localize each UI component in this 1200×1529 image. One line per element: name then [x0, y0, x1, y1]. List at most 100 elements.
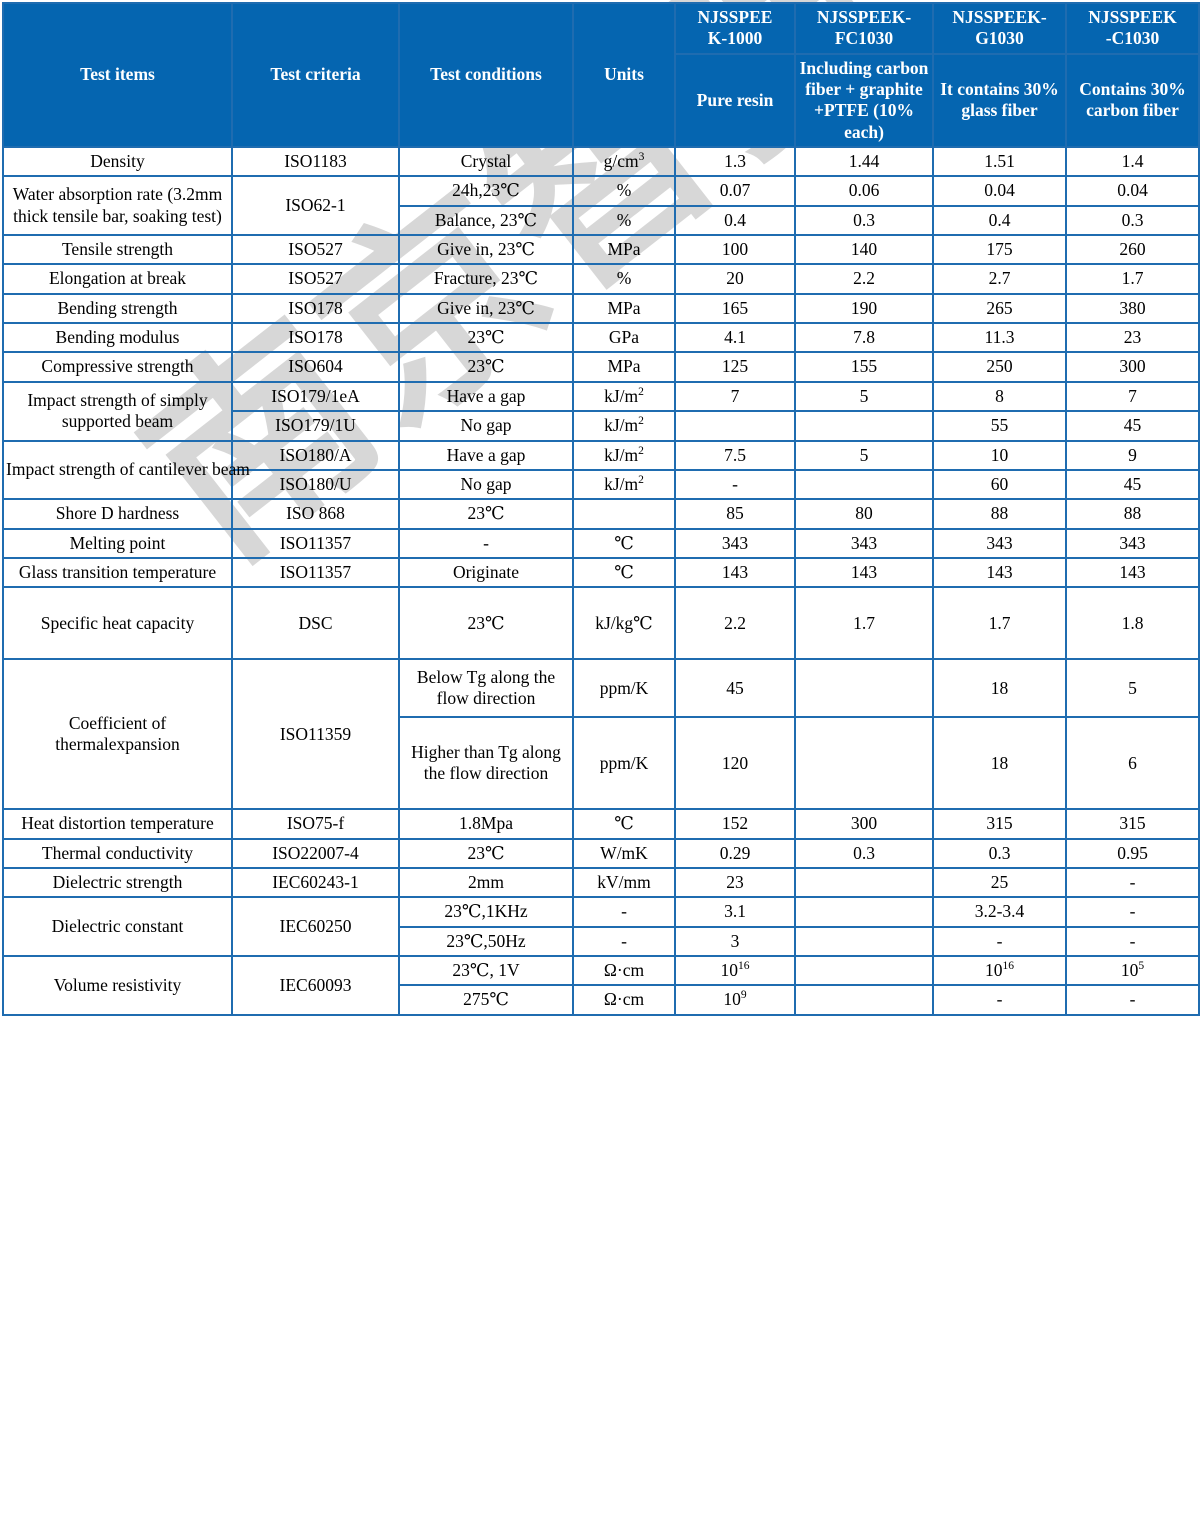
cell-item: Specific heat capacity: [2, 586, 233, 661]
cell-condition: 23℃: [398, 586, 574, 661]
cell-value-1: 4.1: [674, 322, 796, 354]
table-row-cte-above-tg: Higher than Tg along the flow direction …: [3, 716, 1200, 811]
cell-value-3: 315: [932, 808, 1067, 840]
cell-value-2: 80: [794, 498, 934, 530]
cell-value-2: [794, 866, 934, 899]
cell-value-2: 0.3: [794, 837, 934, 869]
cell-condition: 275℃: [398, 984, 574, 1016]
cell-value-4: 1.4: [1065, 146, 1200, 178]
cell-criteria: ISO527: [231, 234, 400, 266]
table-row-water-absorption-24h: Water absorption rate (3.2mm thick tensi…: [2, 175, 1200, 237]
cell-value-4: 380: [1065, 292, 1200, 325]
cell-value-1: 1.3: [674, 146, 796, 178]
cell-unit: kJ/m2: [572, 410, 676, 442]
cell-criteria: IEC60093: [231, 954, 400, 1016]
header-product-njsspeek-c1030: NJSSPEEK -C1030: [1065, 2, 1200, 55]
cell-value-1: 143: [674, 556, 796, 589]
cell-value-3: 0.04: [932, 175, 1067, 207]
table-row-simply-supported-beam-nogap: ISO179/1U No gap kJ/m2 55 45: [3, 410, 1200, 442]
table-row-specific-heat-capacity: Specific heat capacity DSC 23℃ kJ/kg℃ 2.…: [2, 586, 1200, 661]
cell-value-3: 25: [932, 866, 1067, 899]
cell-item: Tensile strength: [2, 234, 233, 266]
cell-condition: 23℃,1KHz: [398, 896, 574, 928]
cell-value-3: 3.2-3.4: [932, 896, 1067, 928]
cell-unit: -: [572, 896, 676, 928]
cell-condition: 2mm: [398, 866, 574, 899]
header-product-njsspeek-g1030: NJSSPEEK- G1030: [932, 2, 1067, 55]
table-row-dielectric-constant-1khz: Dielectric constant IEC60250 23℃,1KHz - …: [2, 896, 1200, 957]
cell-value-1: 165: [674, 292, 796, 325]
cell-value-1: 0.29: [674, 837, 796, 869]
cell-value-3: 88: [932, 498, 1067, 530]
cell-value-2: 155: [794, 351, 934, 383]
cell-condition: -: [398, 527, 574, 559]
cell-value-1: [674, 410, 796, 442]
cell-value-4: 260: [1065, 234, 1200, 266]
cell-value-4: 0.04: [1065, 175, 1200, 207]
cell-value-3: -: [932, 984, 1067, 1016]
table-row-shore-d-hardness: Shore D hardness ISO 868 23℃ 85 80 88 88: [2, 498, 1200, 530]
cell-unit: %: [572, 175, 676, 207]
cell-item: Impact strength of simply supported beam: [2, 380, 233, 442]
cell-value-3: 18: [932, 716, 1067, 811]
cell-unit: kV/mm: [572, 866, 676, 899]
cell-unit: ppm/K: [572, 716, 676, 811]
cell-criteria: IEC60243-1: [231, 866, 400, 899]
cell-value-2: 190: [794, 292, 934, 325]
cell-item: Bending strength: [2, 292, 233, 325]
cell-value-2: 5: [794, 380, 934, 413]
cell-condition: 23℃, 1V: [398, 954, 574, 987]
table-row-cantilever-beam-gap: Impact strength of cantilever beam ISO18…: [2, 439, 1200, 501]
cell-criteria: ISO 868: [231, 498, 400, 530]
cell-unit: g/cm3: [572, 146, 676, 178]
cell-condition: Below Tg along the flow direction: [398, 658, 574, 719]
cell-value-2: 2.2: [794, 263, 934, 295]
cell-condition: Balance, 23℃: [398, 204, 574, 237]
header-test-criteria: Test criteria: [231, 1, 400, 149]
cell-criteria: ISO179/1eA: [231, 380, 400, 413]
cell-condition: Crystal: [398, 146, 574, 178]
cell-value-2: 1.44: [794, 146, 934, 178]
cell-value-3: 1016: [932, 954, 1067, 987]
cell-criteria: ISO75-f: [231, 808, 400, 840]
header-row-secondary: Pure resin Including carbon fiber + grap…: [3, 52, 1200, 149]
cell-value-4: 143: [1065, 556, 1200, 589]
cell-value-2: 140: [794, 234, 934, 266]
cell-condition: No gap: [398, 410, 574, 442]
cell-value-3: 1.51: [932, 146, 1067, 178]
cell-value-4: 6: [1065, 716, 1200, 811]
cell-value-3: 250: [932, 351, 1067, 383]
cell-item: Coefficient of thermalexpansion: [2, 658, 233, 811]
cell-value-1: 1016: [674, 954, 796, 987]
cell-value-3: 175: [932, 234, 1067, 266]
cell-criteria: ISO11357: [231, 556, 400, 589]
table-row-dielectric-constant-50hz: 23℃,50Hz - 3 - -: [3, 925, 1200, 957]
cell-value-1: 343: [674, 527, 796, 559]
cell-value-1: 20: [674, 263, 796, 295]
cell-value-3: 55: [932, 410, 1067, 442]
cell-value-1: 7.5: [674, 439, 796, 471]
cell-value-2: [794, 896, 934, 928]
cell-unit: ℃: [572, 808, 676, 840]
cell-criteria: ISO179/1U: [231, 410, 400, 442]
header-test-conditions: Test conditions: [398, 1, 574, 149]
cell-criteria: IEC60250: [231, 896, 400, 957]
cell-unit: %: [572, 263, 676, 295]
cell-value-3: 11.3: [932, 322, 1067, 354]
cell-item: Dielectric constant: [2, 896, 233, 957]
cell-condition: 23℃: [398, 351, 574, 383]
table-row-elongation-at-break: Elongation at break ISO527 Fracture, 23℃…: [2, 263, 1200, 295]
cell-unit: MPa: [572, 234, 676, 266]
cell-value-1: 2.2: [674, 586, 796, 661]
cell-condition: Give in, 23℃: [398, 292, 574, 325]
cell-unit: W/mK: [572, 837, 676, 869]
table-row-dielectric-strength: Dielectric strength IEC60243-1 2mm kV/mm…: [2, 866, 1200, 899]
cell-item: Water absorption rate (3.2mm thick tensi…: [2, 175, 233, 237]
cell-value-1: 45: [674, 658, 796, 719]
cell-item: Impact strength of cantilever beam: [2, 439, 250, 501]
cell-value-2: 0.06: [794, 175, 934, 207]
table-row-cantilever-beam-nogap: ISO180/U No gap kJ/m2 - 60 45: [3, 468, 1200, 501]
cell-value-3: 1.7: [932, 586, 1067, 661]
cell-criteria: ISO178: [231, 322, 400, 354]
table-row-glass-transition-temperature: Glass transition temperature ISO11357 Or…: [2, 556, 1200, 589]
